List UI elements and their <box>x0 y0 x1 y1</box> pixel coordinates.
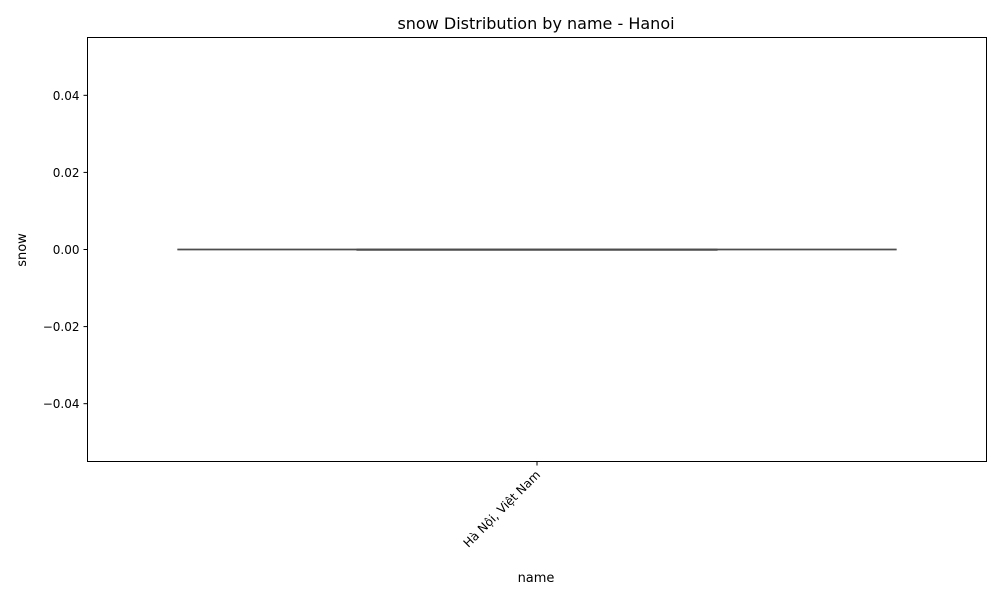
y-axis-ticks: 0.04 0.02 0.00 −0.02 −0.04 <box>43 89 88 411</box>
y-tick-label: −0.04 <box>43 397 80 411</box>
y-tick-label: 0.02 <box>53 166 80 180</box>
y-tick-label: 0.00 <box>53 243 80 257</box>
chart-title: snow Distribution by name - Hanoi <box>397 14 674 33</box>
x-axis-label: name <box>518 571 555 586</box>
y-tick-label: 0.04 <box>53 89 80 103</box>
y-tick-label: −0.02 <box>43 320 80 334</box>
plot-area <box>177 248 897 251</box>
y-axis-label: snow <box>15 233 30 267</box>
